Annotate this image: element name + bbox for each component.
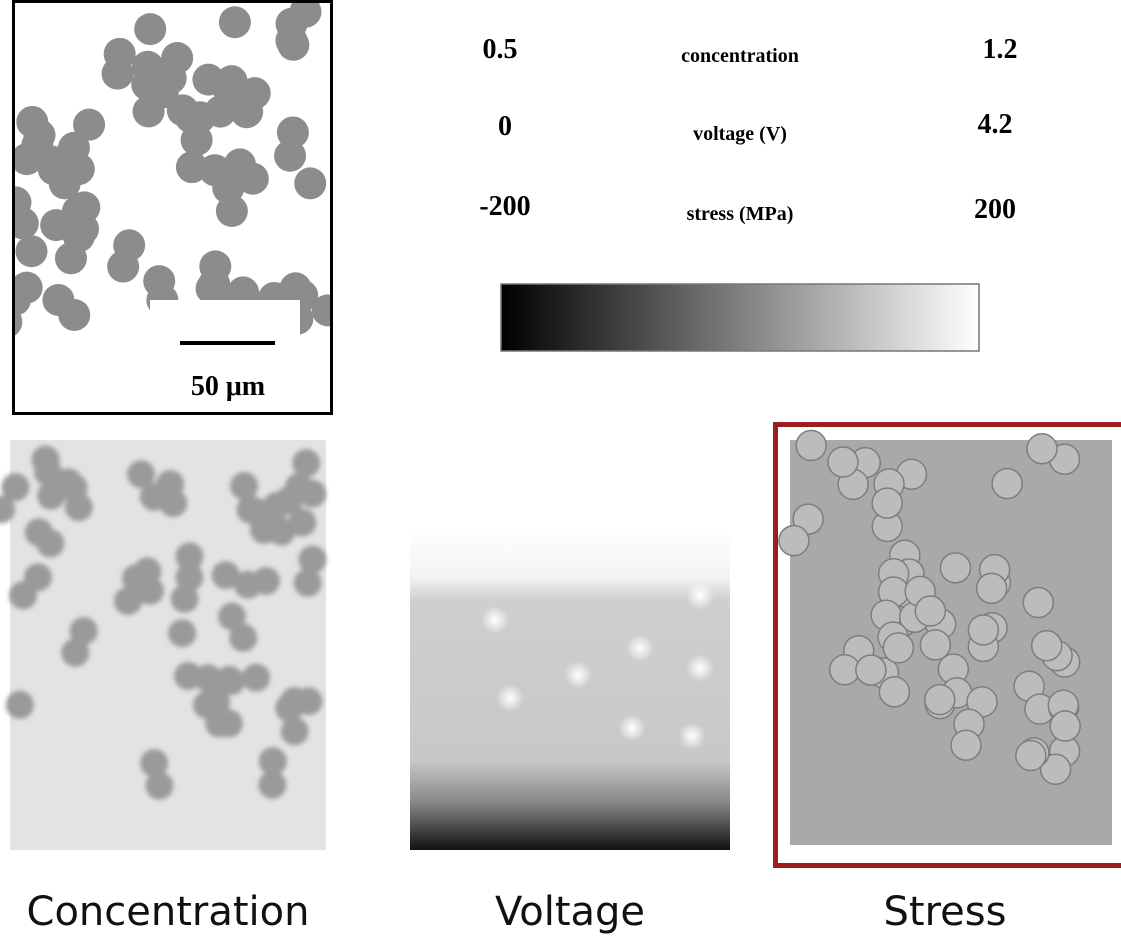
particle bbox=[242, 664, 270, 692]
particle bbox=[65, 493, 93, 521]
particle bbox=[1027, 434, 1057, 464]
particle bbox=[275, 25, 307, 57]
hot-spot bbox=[626, 634, 654, 662]
particle bbox=[11, 272, 43, 304]
caption: Concentration bbox=[27, 889, 310, 935]
particle bbox=[992, 469, 1022, 499]
particle bbox=[275, 694, 303, 722]
particle bbox=[977, 573, 1007, 603]
particle bbox=[828, 447, 858, 477]
particle bbox=[230, 96, 262, 128]
figure: 50 μm 0.5 concentration 1.2 0 voltage (V… bbox=[0, 0, 1121, 947]
particle bbox=[252, 567, 280, 595]
particle bbox=[15, 235, 47, 267]
particle bbox=[134, 13, 166, 45]
particle bbox=[212, 561, 240, 589]
particle bbox=[879, 677, 909, 707]
particle bbox=[294, 569, 322, 597]
hot-spot bbox=[496, 684, 524, 712]
hot-spot bbox=[686, 582, 714, 610]
particle bbox=[36, 529, 64, 557]
particle bbox=[215, 709, 243, 737]
hot-spot bbox=[618, 714, 646, 742]
particle bbox=[7, 207, 39, 239]
particle bbox=[168, 619, 196, 647]
particle bbox=[175, 101, 207, 133]
particle bbox=[263, 492, 291, 520]
legend-min: -200 bbox=[479, 191, 530, 222]
particle bbox=[298, 545, 326, 573]
hot-spot bbox=[686, 654, 714, 682]
particle bbox=[145, 772, 173, 800]
particle bbox=[292, 449, 320, 477]
particle bbox=[883, 633, 913, 663]
particle bbox=[32, 446, 60, 474]
particle bbox=[1032, 631, 1062, 661]
particle bbox=[219, 6, 251, 38]
particle bbox=[796, 431, 826, 461]
legend-max: 1.2 bbox=[983, 34, 1018, 65]
particle bbox=[288, 509, 316, 537]
particle bbox=[136, 577, 164, 605]
particle bbox=[951, 730, 981, 760]
particle bbox=[143, 265, 175, 297]
particle bbox=[1023, 588, 1053, 618]
particle bbox=[968, 615, 998, 645]
colorbar bbox=[501, 284, 979, 351]
legend-min: 0 bbox=[498, 111, 512, 142]
particle bbox=[102, 58, 134, 90]
particle bbox=[175, 563, 203, 591]
particle bbox=[872, 488, 902, 518]
legend: 0.5 concentration 1.2 0 voltage (V) 4.2 … bbox=[479, 34, 1017, 351]
particle bbox=[55, 242, 87, 274]
legend-name: stress (MPa) bbox=[687, 203, 794, 225]
caption: Voltage bbox=[495, 889, 645, 935]
particle bbox=[198, 268, 230, 300]
particle bbox=[176, 151, 208, 183]
particle bbox=[61, 639, 89, 667]
particle bbox=[258, 771, 286, 799]
particle bbox=[107, 251, 139, 283]
legend-max: 200 bbox=[974, 194, 1016, 225]
scale-label: 50 μm bbox=[191, 371, 265, 402]
caption: Stress bbox=[884, 889, 1007, 935]
particle bbox=[230, 472, 258, 500]
legend-name: concentration bbox=[681, 45, 799, 67]
particle bbox=[237, 496, 265, 524]
particle bbox=[58, 299, 90, 331]
legend-min: 0.5 bbox=[483, 34, 518, 65]
particle bbox=[48, 471, 76, 499]
voltage-map bbox=[410, 530, 730, 850]
particle bbox=[312, 294, 344, 326]
hot-spot bbox=[481, 606, 509, 634]
particle bbox=[212, 172, 244, 204]
legend-max: 4.2 bbox=[978, 109, 1013, 140]
particle bbox=[1016, 741, 1046, 771]
particle bbox=[779, 526, 809, 556]
particle bbox=[285, 473, 313, 501]
particle bbox=[856, 655, 886, 685]
hot-spot bbox=[678, 722, 706, 750]
legend-name: voltage (V) bbox=[693, 123, 787, 145]
particle bbox=[63, 153, 95, 185]
particle bbox=[294, 167, 326, 199]
particle bbox=[140, 483, 168, 511]
particle bbox=[1050, 711, 1080, 741]
particle bbox=[147, 77, 179, 109]
particle bbox=[915, 596, 945, 626]
particle bbox=[9, 581, 37, 609]
particle bbox=[281, 717, 309, 745]
hot-spot bbox=[564, 661, 592, 689]
particle bbox=[940, 553, 970, 583]
particle bbox=[6, 691, 34, 719]
particle bbox=[925, 685, 955, 715]
particle bbox=[229, 624, 257, 652]
particle bbox=[274, 140, 306, 172]
